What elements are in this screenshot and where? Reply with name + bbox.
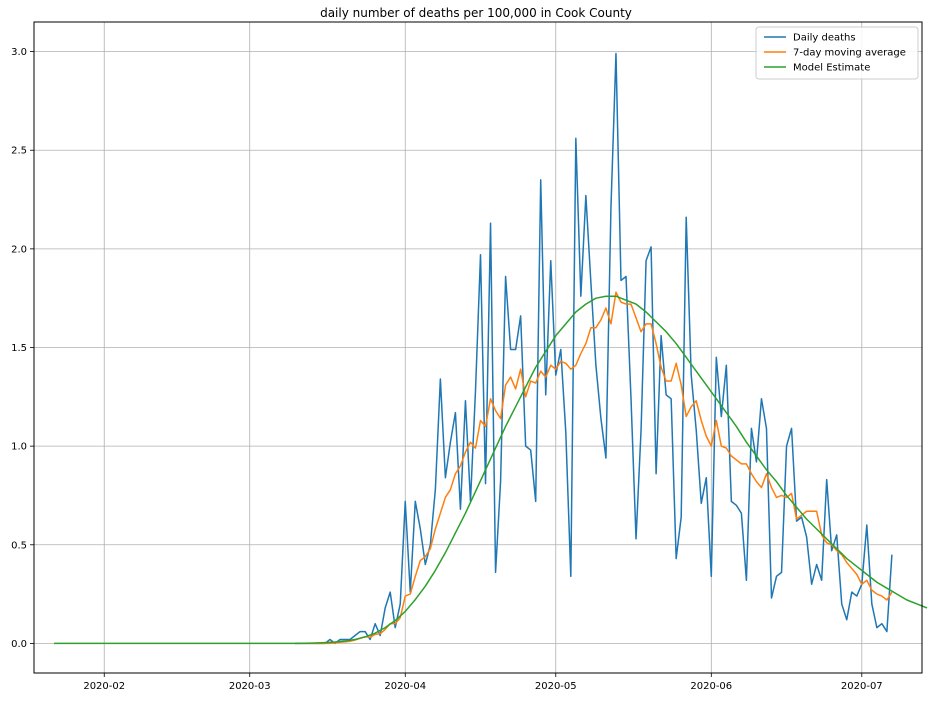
- x-axis-ticks: 2020-02 2020-03 2020-04 2020-05 2020-06 2020-…: [83, 673, 883, 692]
- y-tick-label: 1.5: [11, 343, 27, 354]
- y-tick-label: 0.5: [11, 540, 27, 551]
- y-tick-label: 3.0: [11, 47, 27, 58]
- legend: Daily deaths 7-day moving average Model Es…: [755, 26, 919, 80]
- series-line-model-estimate: [54, 295, 928, 645]
- y-tick-label: 0.0: [11, 639, 27, 650]
- x-tick-label: 2020-07: [841, 681, 883, 692]
- y-tick-label: 1.0: [11, 442, 27, 453]
- x-tick-label: 2020-05: [535, 681, 577, 692]
- x-tick-label: 2020-06: [690, 681, 732, 692]
- y-axis-ticks: 0.0 0.5 1.0 1.5 2.0 2.5 3.0: [11, 47, 34, 650]
- chart-title: daily number of deaths per 100,000 in Co…: [320, 6, 632, 20]
- y-tick-label: 2.5: [11, 146, 27, 157]
- series-line-7-day-moving-average: [294, 291, 893, 645]
- legend-label: Daily deaths: [793, 33, 856, 44]
- x-tick-label: 2020-03: [229, 681, 271, 692]
- y-tick-label: 2.0: [11, 244, 27, 255]
- series-lines: [54, 52, 928, 645]
- x-tick-label: 2020-02: [83, 681, 125, 692]
- x-tick-label: 2020-04: [384, 681, 426, 692]
- legend-label: Model Estimate: [793, 63, 870, 74]
- legend-box: [755, 26, 919, 80]
- legend-label: 7-day moving average: [793, 48, 906, 59]
